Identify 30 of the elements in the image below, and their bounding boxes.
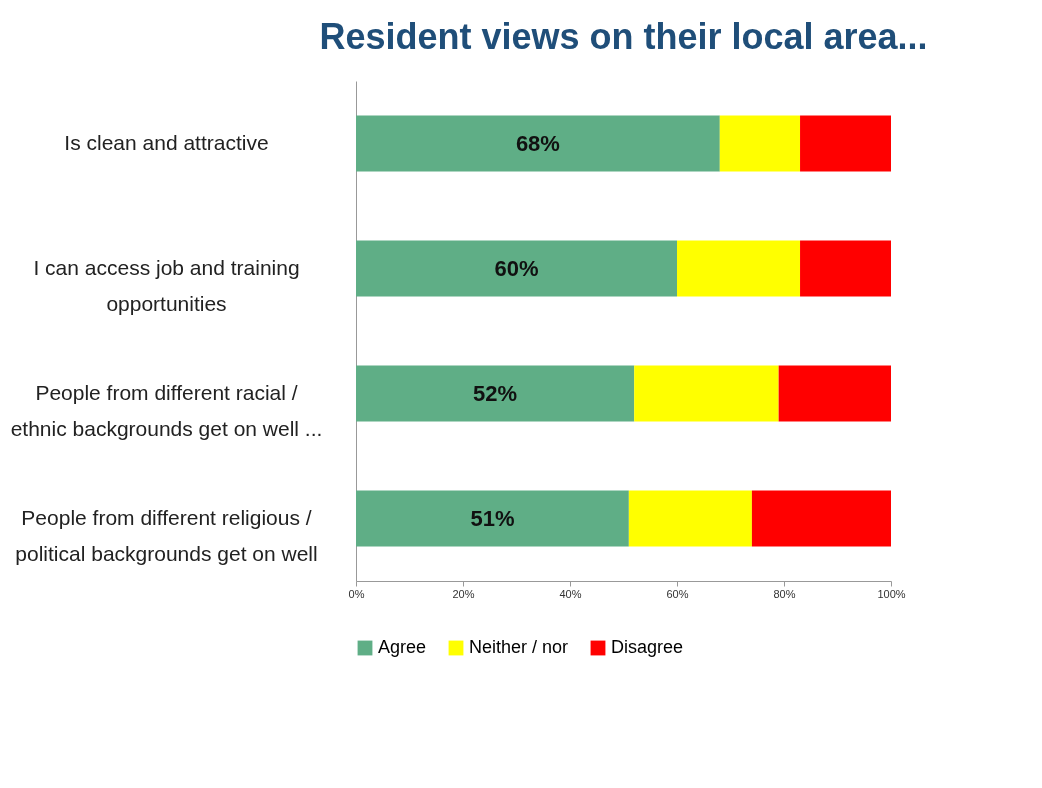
data-label: 60%	[494, 255, 539, 281]
bar	[356, 490, 629, 547]
y-tick-label: I can access job and training opportunities	[33, 255, 300, 315]
bar	[356, 240, 677, 297]
data-label: 51%	[470, 505, 515, 531]
y-tick-label: People from different racial / ethnic backgrounds get on well ...	[10, 380, 323, 440]
bar	[800, 240, 891, 297]
x-tick-label: 80%	[773, 587, 796, 600]
legend-label: Neither / nor	[469, 637, 569, 657]
x-tick-label: 0%	[348, 587, 365, 600]
bar	[356, 365, 635, 422]
bar	[778, 365, 891, 422]
bar	[356, 115, 720, 172]
bar	[628, 490, 752, 547]
bar	[719, 115, 801, 172]
bar	[634, 365, 779, 422]
x-tick-label: 40%	[559, 587, 582, 600]
bar	[800, 115, 891, 172]
x-tick-label: 100%	[877, 587, 906, 600]
bar	[677, 240, 801, 297]
bar	[751, 490, 891, 547]
x-tick-label: 60%	[666, 587, 689, 600]
data-label: 52%	[473, 380, 518, 406]
legend-label: Agree	[378, 637, 427, 657]
y-tick-label: Is clean and attractive	[64, 130, 269, 154]
y-tick-label: People from different religious / political backgrounds get on well	[15, 505, 318, 565]
legend-label: Disagree	[611, 637, 684, 657]
chart-title: Resident views on their local area...	[319, 16, 928, 57]
data-label: 68%	[515, 130, 560, 156]
x-tick-label: 20%	[452, 587, 475, 600]
